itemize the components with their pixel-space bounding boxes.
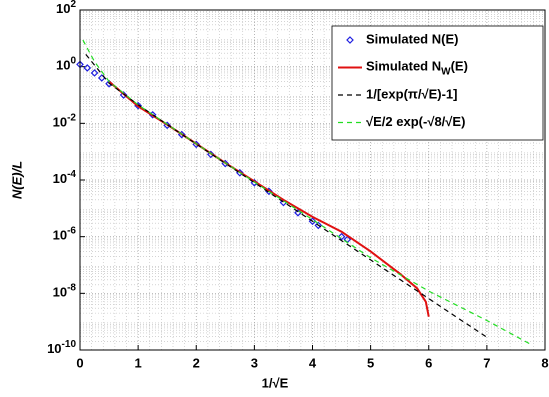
legend-label: Simulated NW(E) [366, 59, 468, 77]
x-tick-label: 4 [309, 355, 317, 370]
y-tick-label: 10-6 [53, 225, 77, 243]
x-axis-label: 1/√E [262, 375, 289, 390]
x-tick-label: 6 [425, 355, 432, 370]
series-line [85, 54, 488, 338]
x-tick-label: 5 [367, 355, 374, 370]
x-tick-label: 2 [193, 355, 200, 370]
x-tick-label: 0 [76, 355, 83, 370]
legend-box [331, 25, 544, 141]
marker [90, 69, 99, 77]
y-tick-label: 10-10 [47, 339, 76, 357]
legend-label: 1/[exp(π/√E)-1] [366, 86, 458, 101]
legend-label: Simulated N(E) [366, 31, 458, 46]
marker [337, 232, 346, 241]
x-tick-label: 1 [135, 355, 142, 370]
marker [314, 221, 323, 230]
y-tick-label: 10-8 [53, 282, 77, 300]
marker [206, 150, 215, 159]
marker [119, 91, 128, 99]
x-tick-label: 7 [483, 355, 490, 370]
legend-label: √E/2 exp(-√8/√E) [366, 114, 465, 129]
y-tick-label: 10-4 [53, 169, 77, 187]
marker [83, 64, 92, 72]
y-tick-label: 102 [56, 0, 76, 16]
legend-marker [346, 36, 354, 44]
x-tick-label: 3 [251, 355, 258, 370]
plot-frame [79, 9, 546, 351]
series-line [82, 39, 531, 345]
x-tick-label: 8 [541, 355, 548, 370]
y-tick-label: 10-2 [53, 112, 77, 130]
y-axis-label: N(E)/L [9, 161, 24, 199]
y-tick-label: 100 [56, 55, 76, 73]
